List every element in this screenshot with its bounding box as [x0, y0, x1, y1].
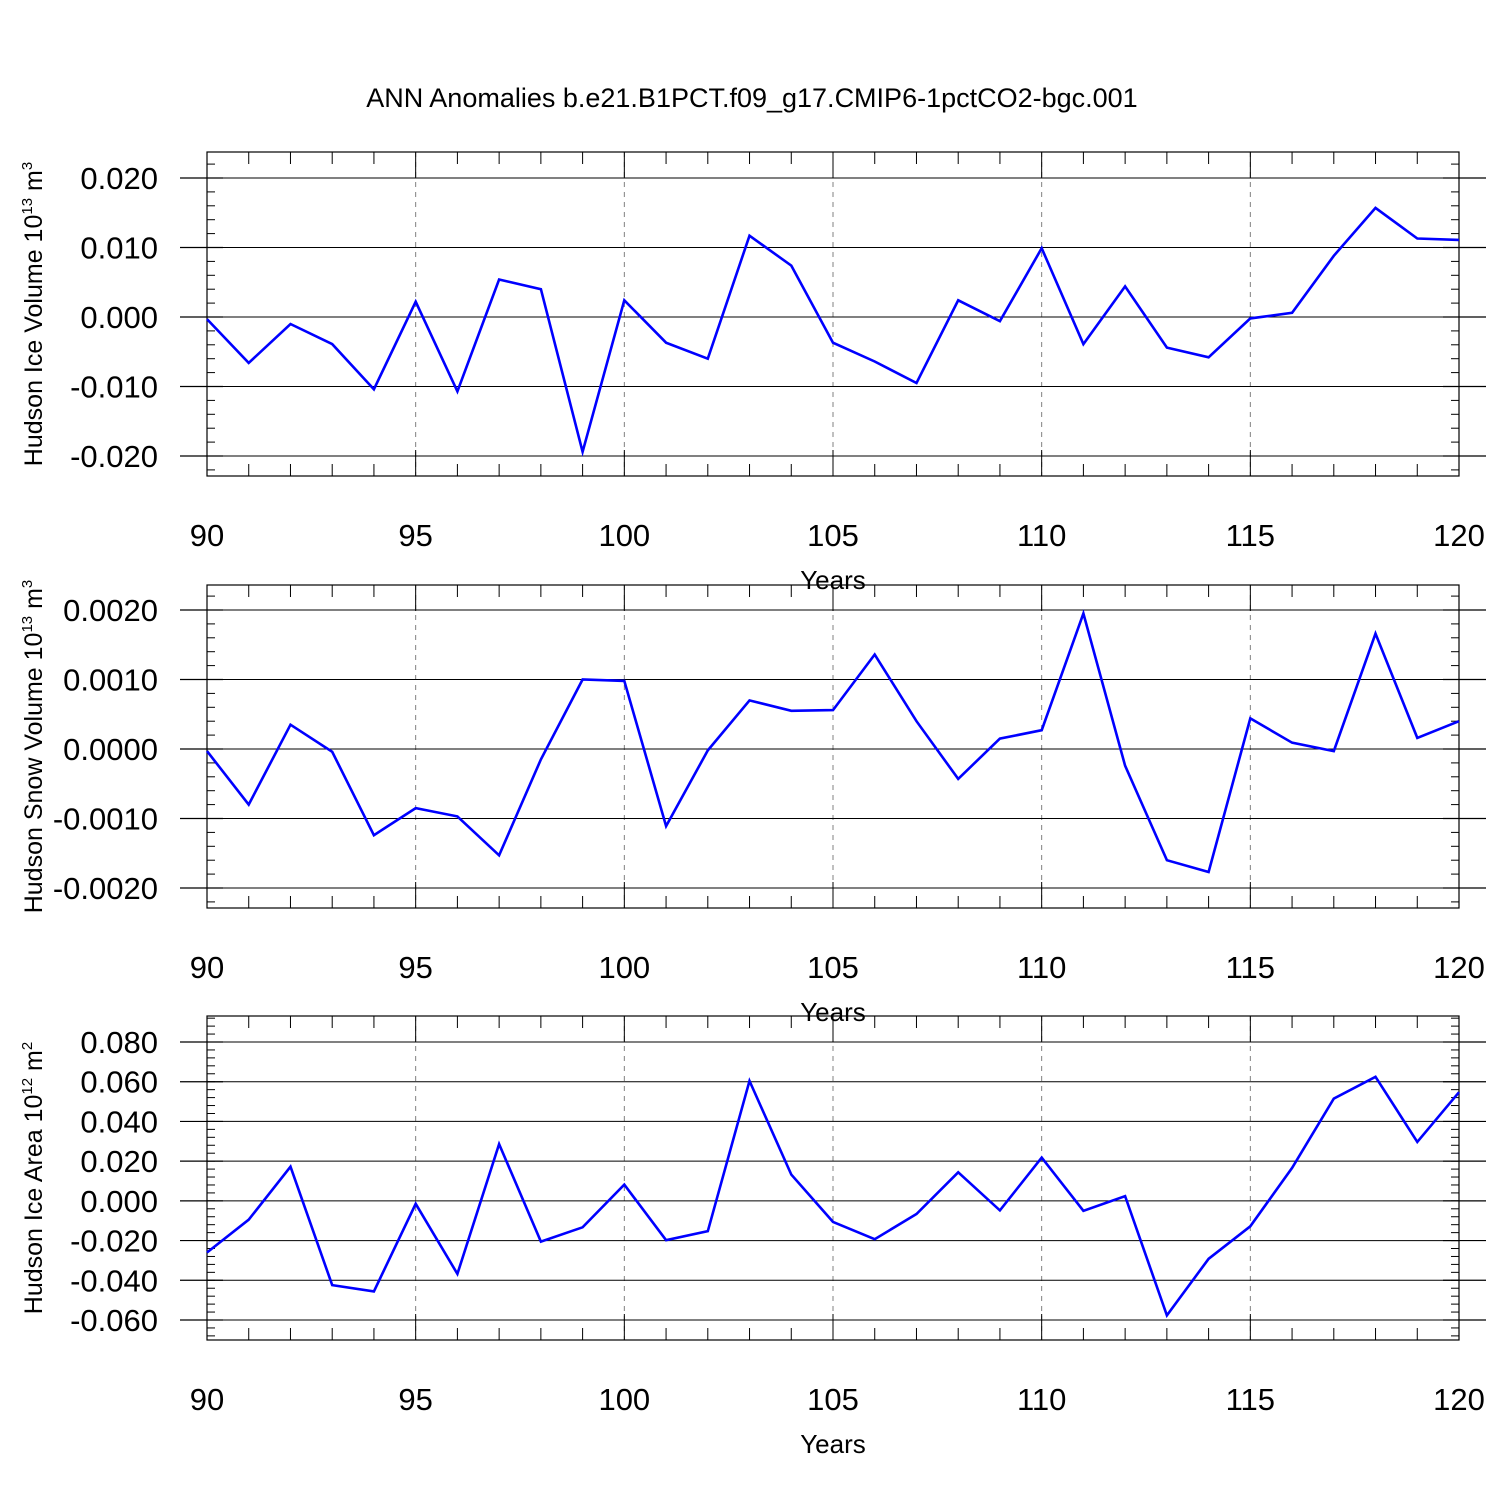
series-line — [205, 609, 1460, 874]
x-tick-label: 100 — [598, 950, 650, 985]
x-tick-label: 100 — [598, 518, 650, 553]
chart-title: ANN Anomalies b.e21.B1PCT.f09_g17.CMIP6-… — [366, 83, 1137, 113]
y-axis-title: Hudson Ice Area 1012 m2 — [19, 1042, 48, 1314]
x-tick-label: 105 — [807, 1382, 859, 1417]
x-tick-label: 115 — [1226, 950, 1275, 985]
y-tick-label: 0.0010 — [63, 663, 158, 698]
x-tick-label: 90 — [190, 950, 224, 985]
y-tick-label: 0.0020 — [63, 593, 158, 628]
y-tick-label: -0.0020 — [53, 871, 158, 906]
y-tick-label: 0.040 — [80, 1104, 158, 1139]
panel-1: 0.020 0.010 0.000 -0.010 -0.020 90 95 100 105 110… — [19, 151, 1486, 595]
x-tick-label: 95 — [398, 950, 432, 985]
panel-3: 0.080 0.060 0.040 0.020 0.000 -0.020 -0.040 -0.… — [19, 1015, 1486, 1459]
y-tick-label: -0.040 — [70, 1263, 158, 1298]
y-tick-label: 0.020 — [80, 161, 158, 196]
x-tick-label: 105 — [807, 518, 859, 553]
x-tick-label: 110 — [1017, 950, 1066, 985]
y-axis-title: Hudson Ice Volume 1013 m3 — [19, 162, 48, 466]
y-tick-label: -0.020 — [70, 1224, 158, 1259]
x-tick-label: 95 — [398, 518, 432, 553]
y-tick-label: 0.0000 — [63, 732, 158, 767]
y-tick-label: -0.0010 — [53, 802, 158, 837]
y-tick-label: 0.010 — [80, 231, 158, 266]
x-tick-label: 105 — [807, 950, 859, 985]
y-tick-label: -0.020 — [70, 439, 158, 474]
series-line — [206, 206, 1460, 457]
x-tick-label: 90 — [190, 1382, 224, 1417]
x-tick-label: 100 — [598, 1382, 650, 1417]
y-tick-label: -0.060 — [70, 1303, 158, 1338]
y-tick-label: 0.000 — [80, 300, 158, 335]
panels: 0.020 0.010 0.000 -0.010 -0.020 90 95 100 105 110… — [19, 151, 1486, 1459]
x-tick-label: 115 — [1226, 1382, 1275, 1417]
x-axis-title: Years — [800, 1429, 866, 1459]
x-tick-label: 110 — [1017, 1382, 1066, 1417]
x-tick-label: 90 — [190, 518, 224, 553]
x-tick-label: 110 — [1017, 518, 1066, 553]
x-tick-label: 120 — [1433, 950, 1485, 985]
x-tick-label: 115 — [1226, 518, 1275, 553]
x-tick-label: 120 — [1433, 1382, 1485, 1417]
x-tick-label: 120 — [1433, 518, 1485, 553]
x-tick-label: 95 — [398, 1382, 432, 1417]
y-tick-label: 0.000 — [80, 1184, 158, 1219]
y-tick-label: 0.080 — [80, 1025, 158, 1060]
y-axis-title: Hudson Snow Volume 1013 m3 — [19, 580, 48, 914]
y-tick-label: 0.020 — [80, 1144, 158, 1179]
y-tick-label: 0.060 — [80, 1065, 158, 1100]
panel-2: 0.0020 0.0010 0.0000 -0.0010 -0.0020 90 95 100 1… — [19, 580, 1486, 1027]
series-line — [206, 1075, 1460, 1319]
y-tick-label: -0.010 — [70, 370, 158, 405]
